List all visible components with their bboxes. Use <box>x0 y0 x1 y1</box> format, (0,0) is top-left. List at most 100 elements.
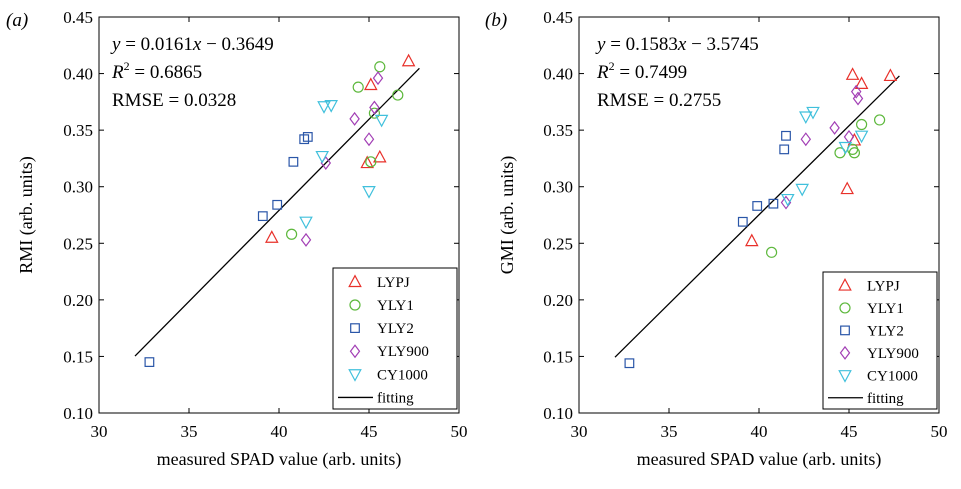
data-point-yly2 <box>624 358 635 369</box>
data-point-lypj <box>840 181 855 195</box>
series-yly2 <box>624 130 791 369</box>
data-point-lypj <box>360 155 375 169</box>
y-tick-label: 0.35 <box>543 121 573 140</box>
data-point-lypj <box>401 53 416 67</box>
equation-var: x <box>192 34 202 55</box>
r2-sup: 2 <box>124 59 130 73</box>
data-point-lypj <box>363 77 378 91</box>
r-squared: R2 = 0.6865 <box>111 59 202 83</box>
data-point-lypj <box>372 149 387 163</box>
x-tick-label: 45 <box>361 422 378 441</box>
legend-box <box>332 267 458 410</box>
series-lypj <box>744 67 898 247</box>
chart-panel-b: 30 35 40 45 50 0.10 0.15 0.20 0.25 0.30 0.35 0.40 0.… <box>485 8 948 470</box>
data-point-cy1000 <box>315 150 330 164</box>
data-point-yly1 <box>848 147 861 159</box>
series-cy1000 <box>299 100 389 230</box>
fit-equation: y = 0.0161x − 0.3649 <box>110 34 274 55</box>
data-point-yly900 <box>369 100 380 115</box>
data-point-yly2 <box>779 144 790 155</box>
legend-box <box>822 271 938 410</box>
data-point-cy1000 <box>795 183 810 197</box>
legend-label-lypj: LYPJ <box>867 278 900 294</box>
legend-marker-cy1000 <box>838 370 852 383</box>
data-point-yly2 <box>144 357 155 367</box>
y-tick-label: 0.25 <box>543 234 573 253</box>
y-tick-label: 0.15 <box>543 347 573 366</box>
y-tick-label: 0.40 <box>63 65 93 84</box>
series-yly2 <box>144 132 313 367</box>
data-point-yly900 <box>850 84 862 99</box>
y-tick-label: 0.10 <box>543 404 573 423</box>
legend-label-cy1000: CY1000 <box>867 368 918 384</box>
data-point-yly2 <box>299 134 310 145</box>
r2-value: = 0.7499 <box>615 62 687 83</box>
y-tick-label: 0.30 <box>63 178 93 197</box>
data-point-cy1000 <box>324 100 339 113</box>
legend-marker-yly1 <box>839 302 851 314</box>
panel-label: (b) <box>485 10 507 31</box>
data-point-yly2 <box>272 199 283 210</box>
y-tick-label: 0.45 <box>543 8 573 27</box>
data-point-cy1000 <box>854 130 869 144</box>
legend-label-yly900: YLY900 <box>377 344 429 360</box>
data-point-yly900 <box>349 111 360 126</box>
x-axis-label: measured SPAD value (arb. units) <box>157 449 402 470</box>
x-axis-label: measured SPAD value (arb. units) <box>637 449 882 470</box>
legend-marker-lypj <box>838 278 852 291</box>
data-point-yly1 <box>352 81 364 93</box>
legend-label-yly1: YLY1 <box>867 301 904 317</box>
legend-marker-lypj <box>348 274 362 288</box>
legend-marker-yly900 <box>839 345 851 360</box>
data-point-yly900 <box>300 232 312 247</box>
series-lypj <box>264 53 416 243</box>
equation-suffix: − 3.5745 <box>686 34 758 55</box>
legend-label-yly2: YLY2 <box>867 323 904 339</box>
y-tick-label: 0.25 <box>63 234 93 253</box>
x-tick-label: 30 <box>571 422 588 441</box>
data-point-yly2 <box>768 198 779 209</box>
data-point-yly1 <box>855 118 868 131</box>
x-tick-label: 50 <box>931 422 948 441</box>
r2-label: R <box>596 62 609 83</box>
y-axis-label: GMI (arb. units) <box>497 156 518 274</box>
data-point-cy1000 <box>317 101 331 114</box>
series-yly1 <box>765 114 886 258</box>
x-tick-label: 40 <box>751 422 768 441</box>
data-point-lypj <box>744 233 759 247</box>
data-point-cy1000 <box>798 111 813 125</box>
data-point-yly1 <box>374 61 386 73</box>
data-point-yly1 <box>765 246 778 258</box>
chart-panel-a: 30 35 40 45 50 0.10 0.15 0.20 0.25 0.30 0.35 0.40 0.… <box>6 8 468 470</box>
series-yly1 <box>286 61 404 240</box>
legend-marker-cy1000 <box>348 369 362 382</box>
data-point-yly1 <box>286 228 298 240</box>
data-point-yly1 <box>365 156 377 168</box>
data-point-yly900 <box>800 132 812 147</box>
data-point-yly900 <box>363 132 375 147</box>
x-tick-label: 50 <box>451 422 468 441</box>
data-point-yly900 <box>843 129 855 144</box>
legend-label-yly1: YLY1 <box>377 298 414 314</box>
data-point-cy1000 <box>374 114 389 128</box>
data-point-cy1000 <box>838 141 853 155</box>
equation-var: x <box>677 34 687 55</box>
data-point-lypj <box>845 67 860 80</box>
r2-label: R <box>111 62 124 83</box>
data-point-lypj <box>264 230 279 243</box>
data-point-yly2 <box>288 156 299 167</box>
series-yly900 <box>780 84 864 210</box>
x-tick-label: 40 <box>271 422 288 441</box>
data-point-yly1 <box>368 107 380 119</box>
data-point-yly1 <box>873 114 886 126</box>
data-point-yly2 <box>257 211 268 222</box>
y-tick-label: 0.20 <box>63 291 93 310</box>
data-point-cy1000 <box>362 186 376 199</box>
data-point-yly2 <box>302 132 313 142</box>
data-point-yly2 <box>781 130 791 141</box>
fitting-line <box>134 67 420 357</box>
legend-marker-yly2 <box>840 325 850 336</box>
r-squared: R2 = 0.7499 <box>596 59 687 83</box>
